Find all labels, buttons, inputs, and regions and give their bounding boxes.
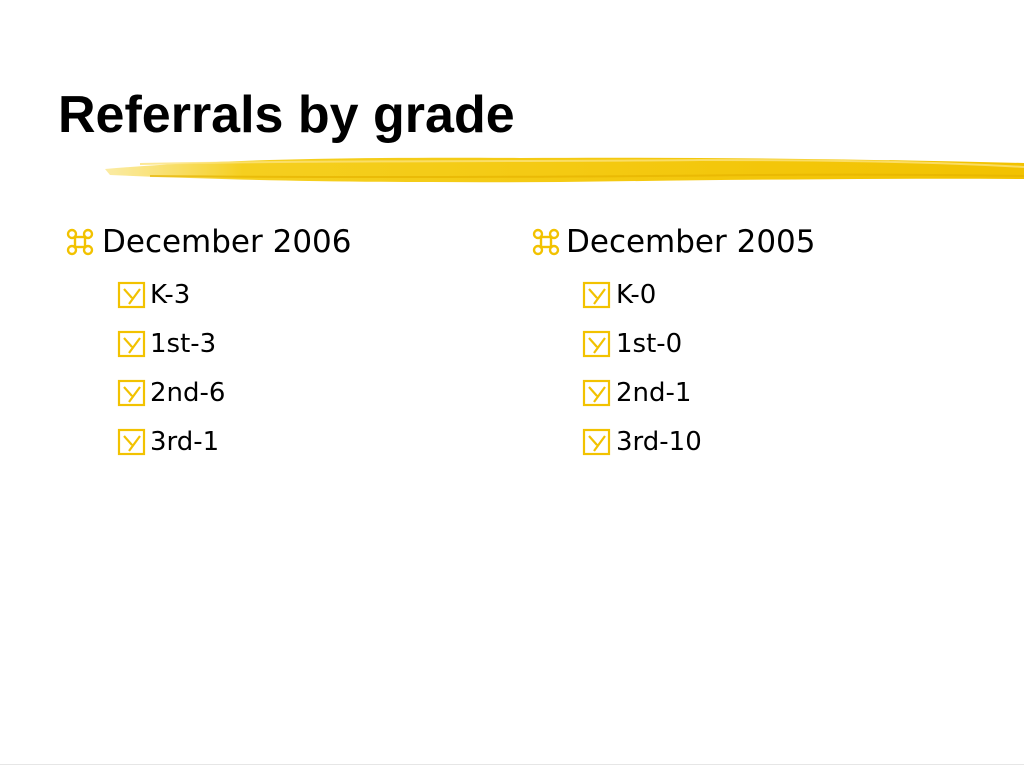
sub-bullet-icon xyxy=(117,281,146,309)
sub-bullet-icon xyxy=(117,330,146,358)
list-item: K-0 xyxy=(616,280,657,310)
sub-bullet-icon xyxy=(582,281,611,309)
list-item: 1st-0 xyxy=(616,329,683,359)
slide-title: Referrals by grade xyxy=(58,86,515,144)
list-item: 3rd-1 xyxy=(150,427,220,457)
column-heading: December 2006 xyxy=(102,224,352,260)
sub-bullet-icon xyxy=(582,428,611,456)
bullet-icon xyxy=(66,228,94,256)
list-item: 1st-3 xyxy=(150,329,217,359)
sub-bullet-icon xyxy=(117,428,146,456)
sub-bullet-icon xyxy=(117,379,146,407)
list-item: 2nd-6 xyxy=(150,378,226,408)
sub-bullet-icon xyxy=(582,379,611,407)
sub-bullet-icon xyxy=(582,330,611,358)
bullet-icon xyxy=(532,228,560,256)
footer-line xyxy=(0,764,1024,765)
list-item: 2nd-1 xyxy=(616,378,692,408)
title-underline xyxy=(105,157,1024,183)
column-heading: December 2005 xyxy=(566,224,816,260)
list-item: 3rd-10 xyxy=(616,427,702,457)
list-item: K-3 xyxy=(150,280,191,310)
